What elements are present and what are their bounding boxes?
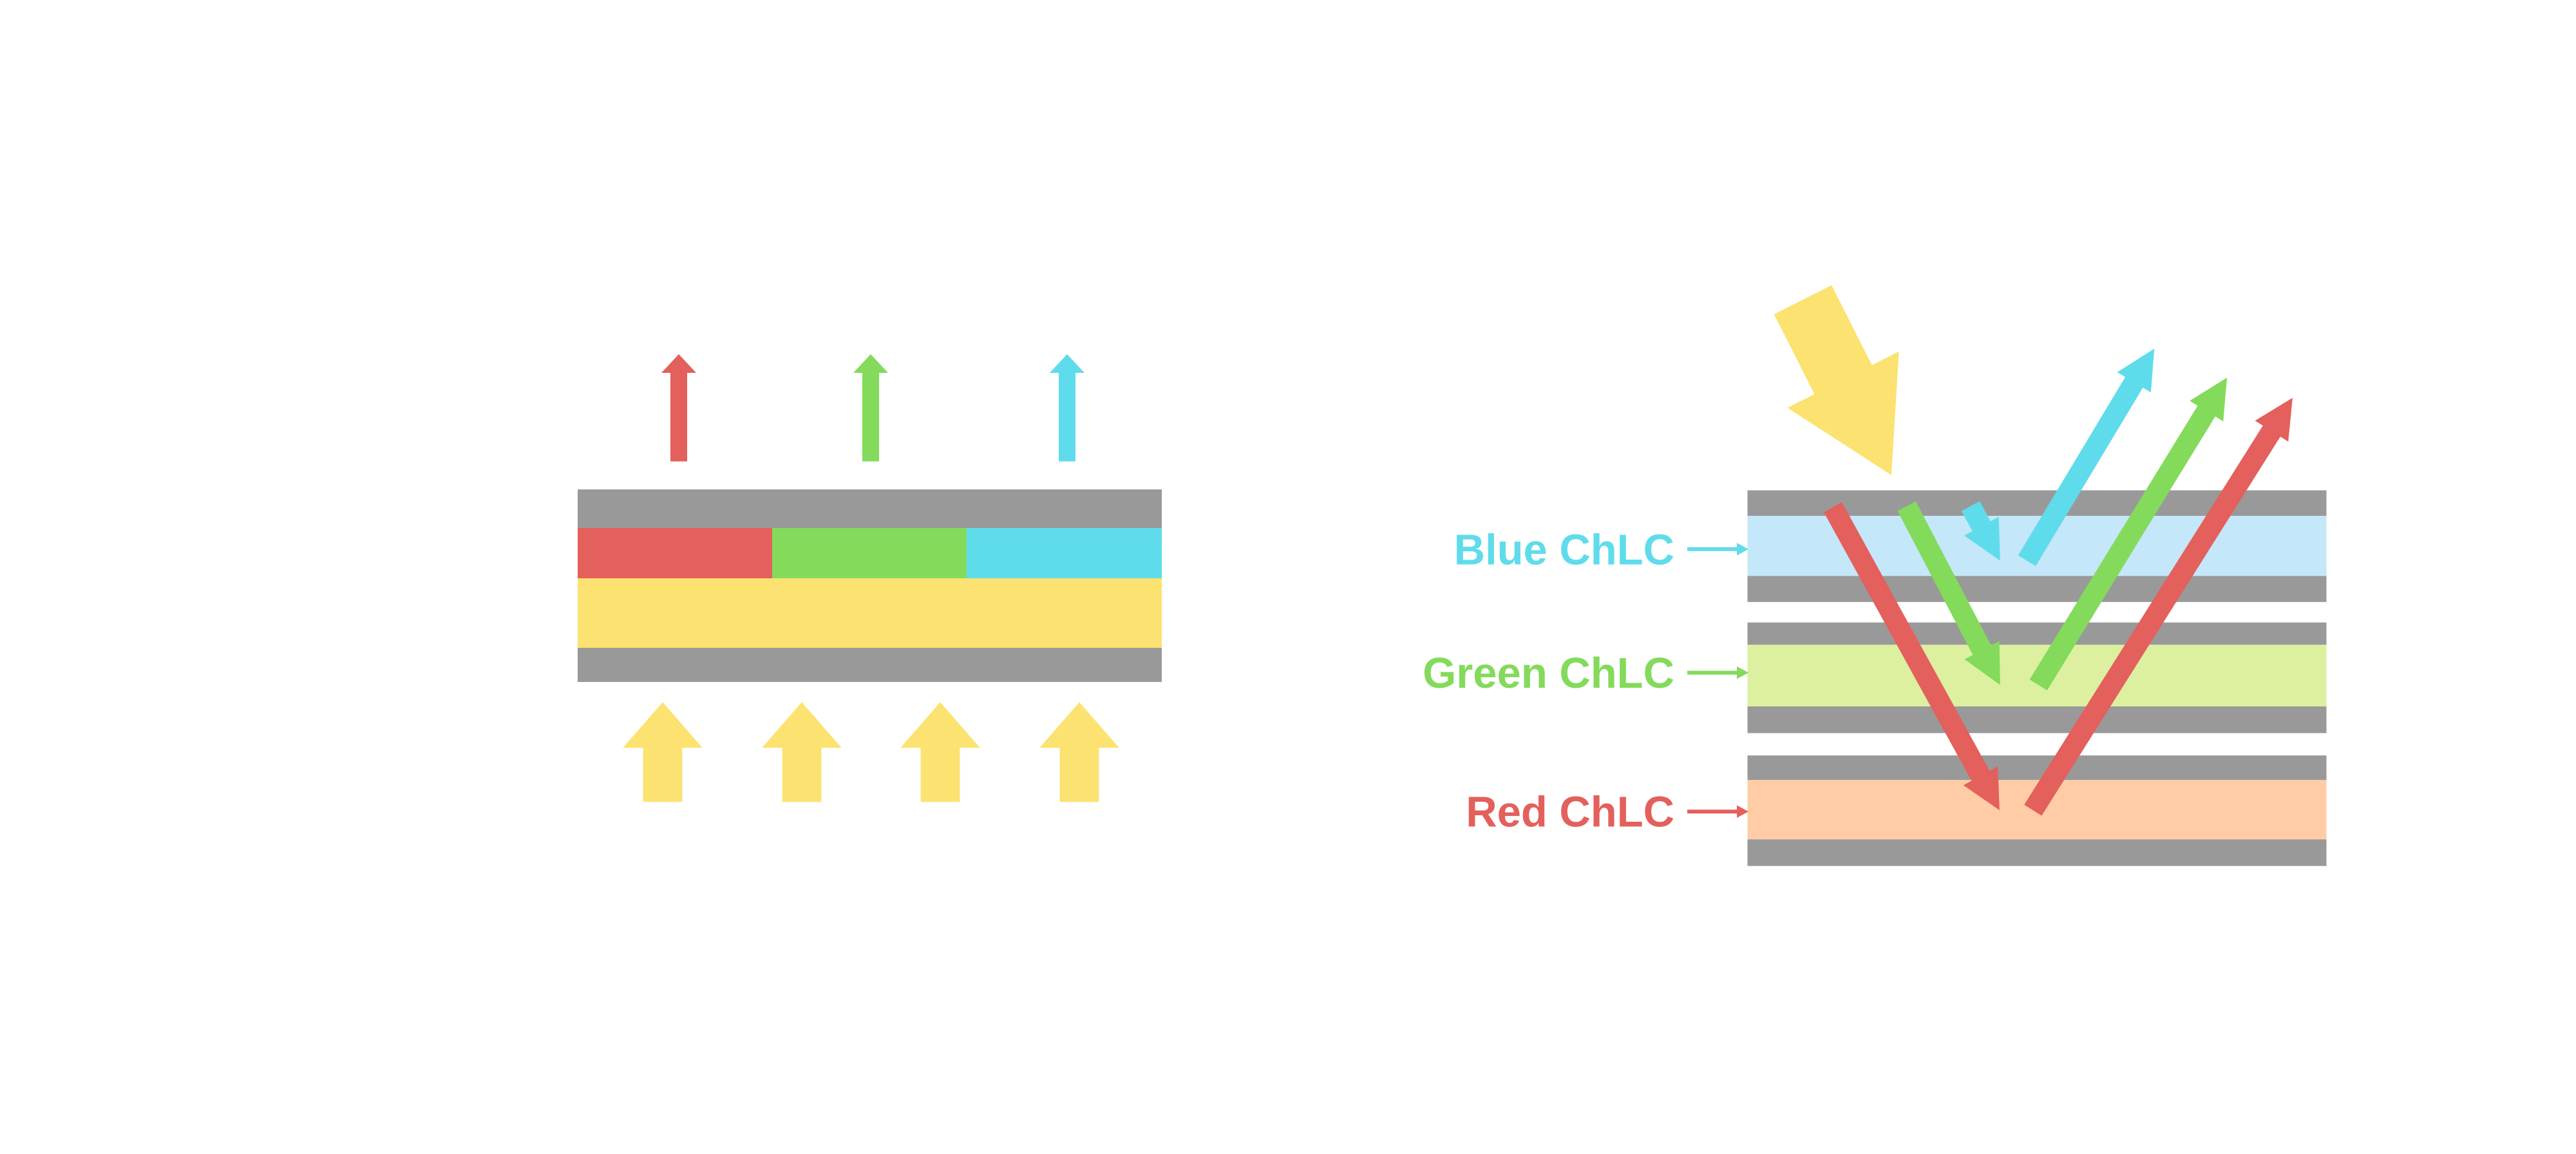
svg-text:Blue ChLC: Blue ChLC bbox=[1454, 525, 1674, 574]
svg-text:Green ChLC: Green ChLC bbox=[1423, 649, 1674, 697]
svg-text:Red ChLC: Red ChLC bbox=[1466, 788, 1674, 837]
